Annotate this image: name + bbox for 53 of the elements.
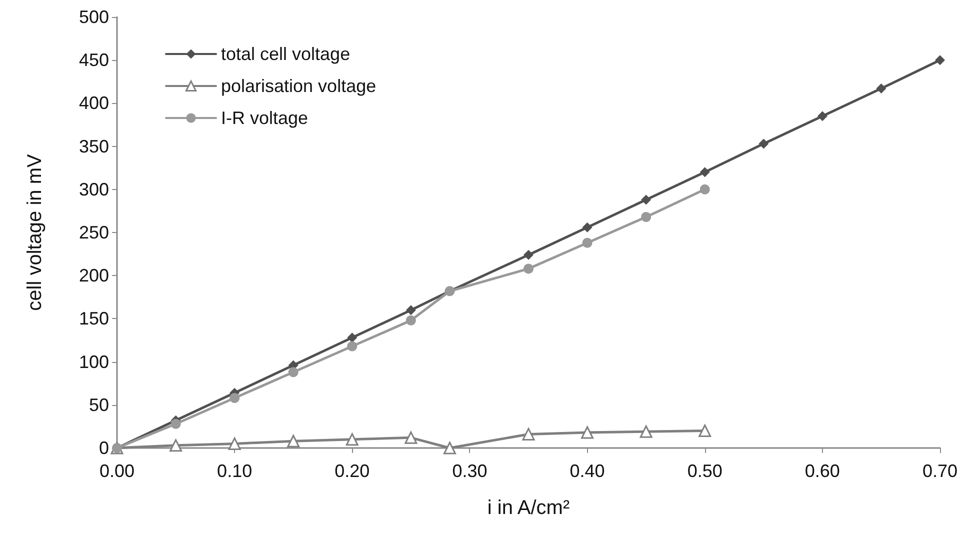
point bbox=[522, 428, 535, 440]
legend-label: I-R voltage bbox=[221, 108, 308, 128]
point bbox=[230, 393, 240, 403]
y-tick-label: 450 bbox=[78, 50, 109, 70]
y-tick-label: 250 bbox=[78, 222, 109, 242]
point bbox=[876, 84, 886, 94]
y-axis-title: cell voltage in mV bbox=[24, 153, 46, 311]
x-tick-label: 0.50 bbox=[687, 461, 722, 481]
legend-label: polarisation voltage bbox=[221, 76, 376, 96]
y-tick-label: 350 bbox=[78, 136, 109, 156]
point bbox=[581, 426, 594, 439]
x-tick-label: 0.40 bbox=[570, 461, 605, 481]
point bbox=[700, 167, 710, 178]
point bbox=[641, 212, 652, 222]
y-tick-label: 0 bbox=[98, 438, 109, 458]
point bbox=[288, 367, 298, 378]
point bbox=[170, 418, 181, 429]
point bbox=[404, 431, 418, 444]
point bbox=[347, 332, 358, 343]
y-tick-label: 50 bbox=[88, 394, 109, 415]
point bbox=[935, 55, 945, 66]
point bbox=[582, 238, 592, 248]
x-tick-label: 0.20 bbox=[334, 461, 370, 481]
point bbox=[582, 222, 592, 232]
point bbox=[640, 425, 652, 438]
x-tick-label: 0.00 bbox=[99, 461, 135, 481]
point bbox=[347, 341, 358, 352]
x-tick-label: 0.60 bbox=[804, 461, 840, 481]
point bbox=[406, 315, 416, 326]
point bbox=[524, 250, 534, 260]
x-tick-label: 0.30 bbox=[452, 461, 488, 481]
y-tick-label: 400 bbox=[78, 93, 109, 114]
point bbox=[700, 184, 710, 194]
point bbox=[406, 305, 416, 316]
point bbox=[346, 433, 358, 446]
point bbox=[641, 194, 652, 205]
point bbox=[170, 439, 182, 452]
y-tick-label: 100 bbox=[78, 352, 109, 372]
y-tick-label: 300 bbox=[78, 179, 109, 200]
legend-label: total cell voltage bbox=[221, 44, 350, 64]
point bbox=[228, 437, 241, 450]
point bbox=[758, 138, 769, 149]
x-axis-title: i in A/cm² bbox=[487, 497, 570, 519]
point bbox=[817, 111, 828, 122]
x-tick-label: 0.10 bbox=[217, 461, 252, 481]
point bbox=[287, 434, 300, 448]
y-tick-label: 500 bbox=[78, 7, 109, 27]
y-tick-label: 150 bbox=[78, 308, 109, 329]
x-tick-label: 0.70 bbox=[922, 461, 958, 481]
point bbox=[698, 424, 712, 438]
point bbox=[524, 264, 534, 274]
point bbox=[443, 442, 456, 454]
y-tick-label: 200 bbox=[78, 266, 109, 286]
